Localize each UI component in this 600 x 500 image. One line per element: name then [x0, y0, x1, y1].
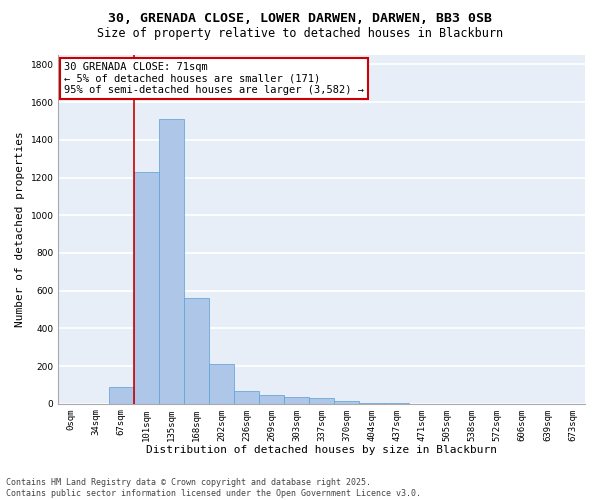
X-axis label: Distribution of detached houses by size in Blackburn: Distribution of detached houses by size … — [146, 445, 497, 455]
Bar — [309, 398, 334, 404]
Bar — [359, 403, 385, 404]
Text: 30 GRENADA CLOSE: 71sqm
← 5% of detached houses are smaller (171)
95% of semi-de: 30 GRENADA CLOSE: 71sqm ← 5% of detached… — [64, 62, 364, 95]
Bar — [109, 387, 134, 404]
Bar — [209, 364, 234, 404]
Bar — [159, 119, 184, 404]
Bar — [234, 392, 259, 404]
Bar — [284, 397, 309, 404]
Text: Contains HM Land Registry data © Crown copyright and database right 2025.
Contai: Contains HM Land Registry data © Crown c… — [6, 478, 421, 498]
Bar — [259, 395, 284, 404]
Text: Size of property relative to detached houses in Blackburn: Size of property relative to detached ho… — [97, 28, 503, 40]
Bar — [134, 172, 159, 404]
Bar — [184, 298, 209, 404]
Y-axis label: Number of detached properties: Number of detached properties — [15, 132, 25, 327]
Text: 30, GRENADA CLOSE, LOWER DARWEN, DARWEN, BB3 0SB: 30, GRENADA CLOSE, LOWER DARWEN, DARWEN,… — [108, 12, 492, 26]
Bar — [334, 402, 359, 404]
